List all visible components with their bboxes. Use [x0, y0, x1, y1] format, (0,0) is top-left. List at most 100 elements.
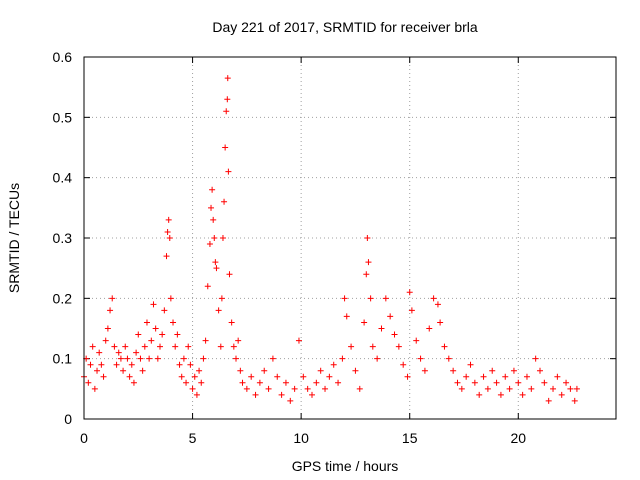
data-point: [330, 361, 337, 368]
data-point: [322, 385, 329, 392]
data-point: [209, 186, 216, 193]
data-point: [378, 325, 385, 332]
data-point: [115, 349, 122, 356]
y-tick-label: 0.2: [53, 290, 73, 306]
data-point: [519, 391, 526, 398]
data-point: [224, 75, 231, 82]
data-point: [104, 325, 111, 332]
x-tick-label: 5: [189, 430, 197, 446]
data-point: [239, 379, 246, 386]
data-point: [404, 373, 411, 380]
data-point: [497, 391, 504, 398]
data-point: [163, 253, 170, 260]
data-point: [537, 367, 543, 374]
data-point: [213, 265, 220, 272]
data-point: [200, 355, 207, 362]
data-point: [196, 367, 203, 374]
data-point: [287, 397, 294, 404]
data-point: [96, 349, 103, 356]
data-point: [364, 235, 371, 241]
data-point: [450, 367, 457, 374]
data-point: [391, 331, 398, 338]
data-point: [400, 361, 407, 368]
data-point: [243, 385, 250, 392]
data-point: [356, 385, 363, 392]
data-point: [217, 343, 224, 350]
data-point: [219, 235, 226, 241]
data-point: [187, 361, 194, 368]
data-point: [406, 289, 413, 296]
data-point: [222, 144, 229, 151]
chart-title: Day 221 of 2017, SRMTID for receiver brl…: [212, 19, 478, 35]
data-point: [326, 373, 333, 380]
data-point: [180, 355, 187, 362]
gridlines: [84, 57, 616, 419]
data-point: [107, 307, 114, 314]
data-point: [224, 96, 231, 103]
data-point: [361, 319, 368, 326]
data-point: [228, 319, 235, 326]
data-point: [117, 355, 124, 362]
data-point: [126, 373, 133, 380]
data-point: [523, 373, 530, 380]
data-point: [554, 373, 561, 380]
data-point: [130, 379, 137, 386]
data-point: [210, 216, 217, 223]
data-points: [81, 75, 580, 404]
data-point: [176, 361, 183, 368]
data-point: [506, 385, 513, 392]
data-point: [417, 355, 424, 362]
data-point: [183, 379, 190, 386]
data-point: [426, 325, 433, 332]
data-point: [204, 283, 211, 290]
data-point: [434, 301, 441, 308]
data-point: [157, 343, 163, 350]
data-point: [335, 379, 342, 386]
data-point: [541, 379, 548, 386]
data-point: [387, 313, 394, 320]
data-point: [139, 367, 146, 374]
data-point: [159, 331, 166, 338]
data-point: [113, 361, 120, 368]
data-point: [489, 367, 496, 374]
data-point: [167, 295, 174, 302]
y-tick-label: 0.4: [53, 170, 73, 186]
data-point: [143, 319, 150, 326]
data-point: [128, 361, 135, 368]
data-point: [211, 235, 218, 241]
data-point: [91, 385, 98, 392]
data-point: [174, 331, 181, 338]
data-point: [237, 367, 244, 374]
data-point: [343, 313, 350, 320]
plot-frame: [83, 56, 617, 420]
data-point: [230, 343, 237, 350]
data-point: [274, 373, 281, 380]
data-point: [374, 355, 381, 362]
data-point: [493, 379, 500, 386]
data-point: [94, 367, 101, 374]
data-point: [100, 373, 107, 380]
data-point: [152, 325, 159, 332]
data-point: [282, 379, 289, 386]
data-point: [154, 355, 161, 362]
data-point: [206, 241, 213, 248]
data-point: [532, 355, 539, 362]
data-point: [235, 337, 242, 344]
data-point: [141, 343, 148, 350]
data-point: [558, 391, 565, 398]
data-point: [313, 379, 320, 386]
data-point: [441, 343, 448, 350]
x-tick-label: 20: [510, 430, 526, 446]
data-point: [102, 337, 109, 344]
data-point: [367, 295, 374, 302]
data-point: [413, 337, 420, 344]
data-point: [480, 373, 487, 380]
data-point: [445, 355, 452, 362]
data-point: [170, 319, 177, 326]
data-point: [191, 373, 198, 380]
y-tick-label: 0.3: [53, 230, 73, 246]
data-point: [109, 295, 116, 302]
data-point: [122, 343, 129, 350]
data-point: [165, 216, 172, 223]
data-point: [87, 361, 94, 368]
